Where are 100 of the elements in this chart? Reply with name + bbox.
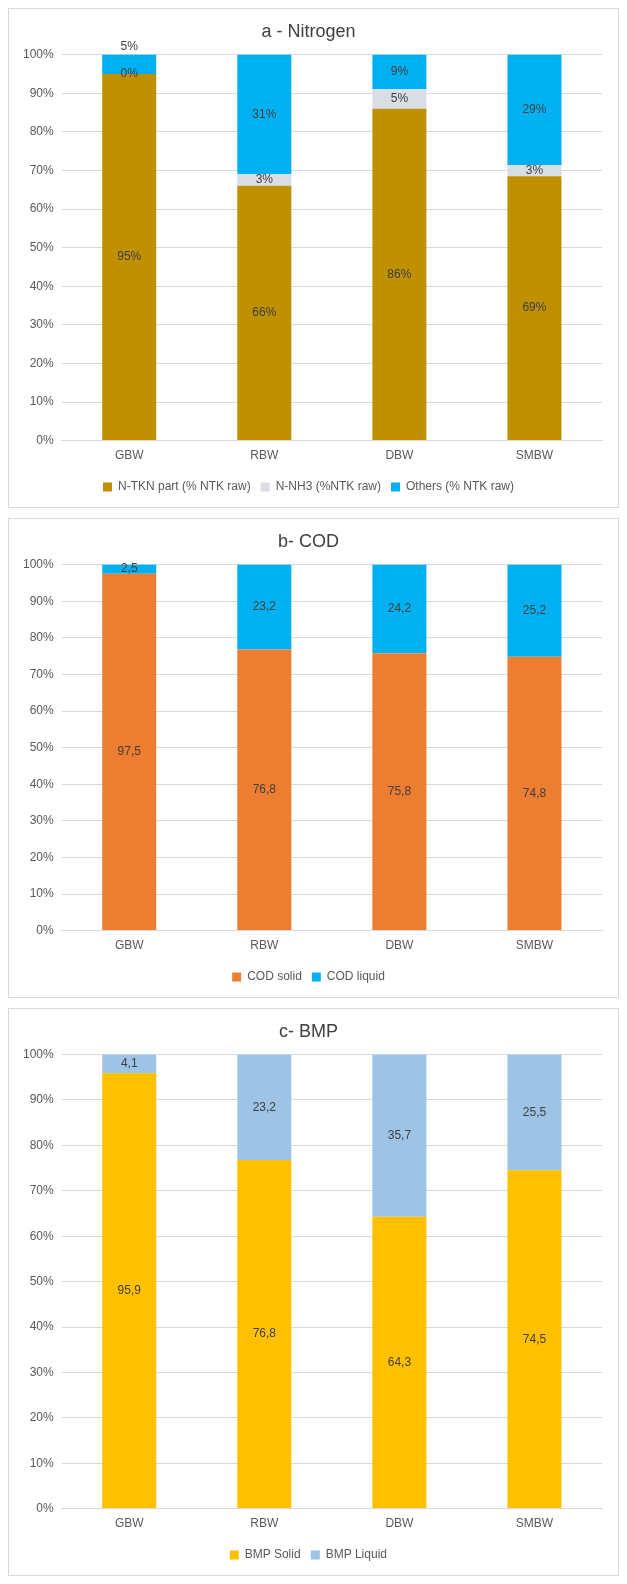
x-tick-label: GBW <box>114 1516 145 1531</box>
y-tick-label: 80% <box>29 124 55 139</box>
data-label: 3% <box>255 172 274 187</box>
bar <box>372 1216 427 1509</box>
data-label: 95% <box>117 249 142 264</box>
bar <box>507 176 562 441</box>
bar <box>372 54 427 90</box>
chart-title: a - Nitrogen <box>261 20 356 41</box>
bar <box>237 1159 292 1509</box>
bar <box>237 185 292 441</box>
x-tick-label: DBW <box>385 448 415 463</box>
y-tick-label: 70% <box>29 666 55 681</box>
data-label: 69% <box>522 300 547 315</box>
y-tick-label: 90% <box>29 593 55 608</box>
data-label: 74,5 <box>522 1331 547 1346</box>
data-label: 76,8 <box>252 782 277 797</box>
bar <box>372 653 427 931</box>
bar <box>102 1073 157 1509</box>
data-label: 97,5 <box>117 744 142 759</box>
data-label: 76,8 <box>252 1326 277 1341</box>
bar <box>507 1170 562 1509</box>
legend-label: Others (% NTK raw) <box>406 479 515 494</box>
y-tick-label: 80% <box>29 1137 55 1152</box>
bar <box>237 649 292 931</box>
x-tick-label: GBW <box>114 938 145 953</box>
chart-title: b- COD <box>277 530 340 551</box>
y-tick-label: 90% <box>29 85 55 100</box>
x-tick-label: SMBW <box>515 1516 554 1531</box>
data-label: 95,9 <box>117 1282 142 1297</box>
y-tick-label: 90% <box>29 1092 55 1107</box>
x-tick-label: GBW <box>114 448 145 463</box>
data-label: 23,2 <box>252 599 277 614</box>
data-label: 9% <box>390 64 409 79</box>
bar <box>102 1054 157 1074</box>
y-tick-label: 60% <box>29 1228 55 1243</box>
data-label: 31% <box>252 106 277 121</box>
bar <box>507 54 562 165</box>
y-tick-label: 0% <box>36 1500 55 1515</box>
legend-label: N-NH3 (%NTK raw) <box>275 479 382 494</box>
x-tick-label: RBW <box>250 938 279 953</box>
legend-label: COD solid <box>247 969 302 984</box>
y-tick-label: 0% <box>36 922 55 937</box>
bar <box>102 573 157 931</box>
y-tick-label: 70% <box>29 1183 55 1198</box>
data-label: 25,5 <box>522 1104 547 1119</box>
bar <box>372 108 427 441</box>
y-tick-label: 10% <box>29 394 55 409</box>
x-tick-label: SMBW <box>515 938 554 953</box>
y-tick-label: 20% <box>29 355 55 370</box>
data-label: 24,2 <box>387 601 412 616</box>
legend-label: BMP Solid <box>244 1547 301 1562</box>
y-tick-label: 20% <box>29 1410 55 1425</box>
y-tick-label: 50% <box>29 1273 55 1288</box>
y-tick-label: 70% <box>29 162 55 177</box>
y-tick-label: 50% <box>29 239 55 254</box>
y-tick-label: 100% <box>22 1046 55 1061</box>
data-label: 35,7 <box>387 1127 412 1142</box>
bar <box>507 1054 562 1171</box>
data-label: 5% <box>120 38 139 53</box>
data-label: 4,1 <box>120 1056 138 1071</box>
y-tick-label: 20% <box>29 849 55 864</box>
y-tick-label: 10% <box>29 1455 55 1470</box>
y-tick-label: 50% <box>29 739 55 754</box>
bar <box>237 54 292 175</box>
y-tick-label: 60% <box>29 703 55 718</box>
data-label: 75,8 <box>387 783 412 798</box>
bar <box>237 1054 292 1160</box>
x-tick-label: SMBW <box>515 448 554 463</box>
y-tick-label: 40% <box>29 1319 55 1334</box>
bar <box>372 564 427 654</box>
x-tick-label: DBW <box>385 1516 415 1531</box>
y-tick-label: 100% <box>22 556 55 571</box>
data-label: 23,2 <box>252 1099 277 1114</box>
chart-title: c- BMP <box>278 1020 339 1041</box>
x-tick-label: RBW <box>250 1516 279 1531</box>
x-tick-label: DBW <box>385 938 415 953</box>
y-tick-label: 0% <box>36 432 55 447</box>
y-tick-label: 30% <box>29 813 55 828</box>
y-tick-label: 40% <box>29 776 55 791</box>
y-tick-label: 30% <box>29 317 55 332</box>
y-tick-label: 30% <box>29 1364 55 1379</box>
data-label: 5% <box>390 91 409 106</box>
data-label: 2,5 <box>120 561 138 576</box>
legend-label: N-TKN part (% NTK raw) <box>117 479 251 494</box>
legend-label: COD liquid <box>326 969 385 984</box>
data-label: 74,8 <box>522 785 547 800</box>
bar <box>237 564 292 650</box>
data-label: 3% <box>525 162 544 177</box>
bar <box>507 564 562 657</box>
data-label: 66% <box>252 305 277 320</box>
bar <box>507 656 562 931</box>
y-tick-label: 100% <box>22 46 55 61</box>
y-tick-label: 40% <box>29 278 55 293</box>
data-label: 25,2 <box>522 603 547 618</box>
x-tick-label: RBW <box>250 448 279 463</box>
bar <box>372 1054 427 1217</box>
data-label: 86% <box>387 266 412 281</box>
y-tick-label: 80% <box>29 630 55 645</box>
data-label: 64,3 <box>387 1354 412 1369</box>
legend-label: BMP Liquid <box>325 1547 387 1562</box>
